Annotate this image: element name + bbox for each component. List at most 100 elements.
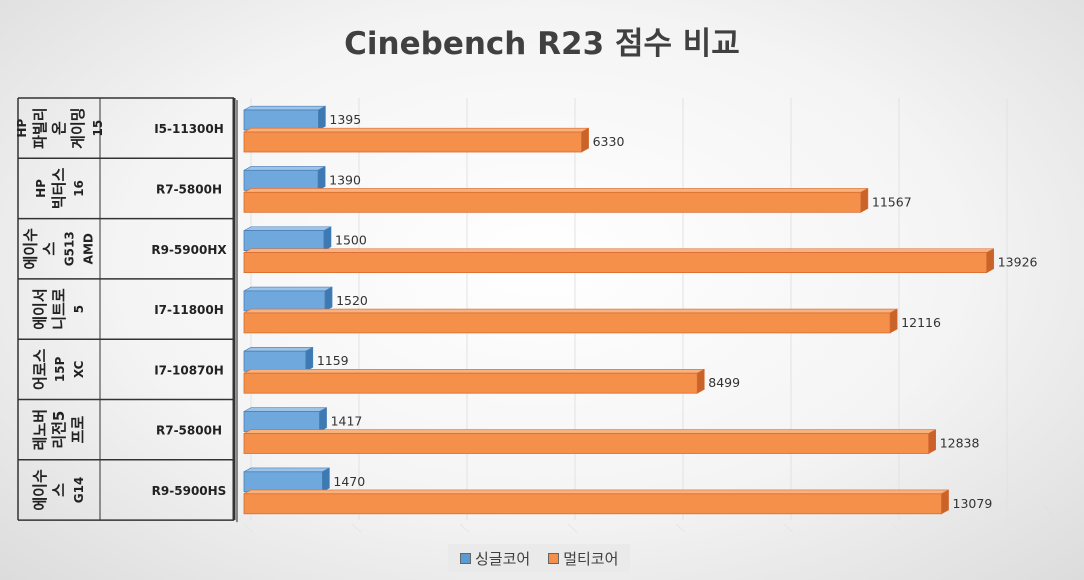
multi-core-bar-top — [243, 369, 705, 374]
gridline-floor — [999, 523, 1010, 533]
gridline-floor — [783, 523, 794, 533]
gridline-floor — [675, 523, 686, 533]
cpu-label: I7-10870H — [154, 363, 224, 377]
single-core-bar-side — [323, 226, 332, 252]
multi-core-bar — [243, 131, 583, 153]
product-label: 에이수 — [31, 469, 49, 511]
single-core-bar-top — [243, 226, 332, 231]
single-core-value-label: 1159 — [317, 353, 349, 368]
multi-core-value-label: 8499 — [708, 375, 740, 390]
single-core-bar — [243, 169, 319, 191]
cpu-label: I5-11300H — [154, 122, 224, 136]
product-label: 리전5 — [50, 411, 68, 449]
product-label: 에이서 — [31, 288, 49, 329]
chart-title: Cinebench R23 점수 비교 — [344, 26, 740, 62]
single-core-bar-side — [317, 165, 326, 191]
gridline-floor — [243, 523, 254, 533]
product-label: 프로 — [69, 416, 87, 444]
legend-label-single: 싱글코어 — [475, 549, 531, 568]
cpu-label: I7-11800H — [154, 303, 224, 317]
product-label: 니트로 — [50, 288, 68, 330]
product-label: 온 — [50, 121, 68, 135]
product-label: G513 — [63, 231, 77, 266]
product-label: 15P — [53, 356, 67, 382]
single-core-bar-top — [243, 166, 326, 171]
multi-core-bar — [243, 191, 862, 213]
gridline-floor — [351, 523, 362, 533]
multi-core-bar-side — [986, 248, 995, 274]
single-core-value-label: 1500 — [335, 233, 367, 248]
product-label: 빅터스 — [50, 168, 68, 210]
legend-swatch-multi — [548, 552, 560, 564]
single-core-value-label: 1520 — [336, 293, 368, 308]
cpu-label: R9-5900HX — [151, 243, 227, 257]
multi-core-bar-top — [243, 188, 869, 193]
multi-core-value-label: 6330 — [593, 134, 625, 149]
chart-legend: 싱글코어 멀티코어 — [448, 544, 631, 572]
multi-core-bar-side — [860, 187, 869, 213]
gridline-floor — [459, 523, 470, 533]
cpu-label: R7-5800H — [156, 424, 222, 438]
product-label: 스 — [41, 242, 59, 256]
product-label: 파빌리 — [31, 107, 49, 148]
multi-core-bar — [243, 312, 891, 334]
single-core-bar-side — [319, 407, 327, 433]
legend-item-multi: 멀티코어 — [548, 548, 618, 569]
multi-core-value-label: 11567 — [872, 194, 912, 209]
multi-core-bar-side — [696, 368, 705, 394]
multi-core-bar-top — [243, 489, 949, 495]
single-core-bar-side — [324, 286, 333, 312]
multi-core-bar — [243, 493, 942, 515]
multi-core-bar-side — [889, 308, 898, 334]
multi-core-bar-top — [243, 308, 898, 314]
single-core-value-label: 1470 — [333, 474, 365, 489]
single-core-bar-side — [322, 467, 330, 493]
single-core-bar-top — [243, 407, 327, 412]
floor-edge — [1043, 504, 1057, 521]
single-core-bar — [243, 290, 326, 312]
product-label: HP — [34, 179, 48, 198]
multi-core-bar-side — [581, 127, 589, 153]
product-label: 게이밍 — [69, 107, 87, 148]
multi-core-bar-top — [243, 248, 994, 253]
product-label: 에이수 — [22, 228, 40, 270]
multi-core-value-label: 12838 — [940, 436, 980, 451]
cpu-label: R9-5900HS — [152, 484, 227, 498]
product-label: 스 — [50, 483, 68, 497]
single-core-bar — [243, 471, 323, 493]
single-core-bar — [243, 230, 325, 252]
single-core-bar-side — [305, 346, 314, 372]
product-label-group: 에이서 니트로 5 — [31, 288, 86, 330]
product-label-group: 어로스 15P XC — [31, 348, 86, 390]
product-label-group: HP 파빌리 온 게이밍 15 — [15, 107, 105, 148]
multi-core-bar — [243, 252, 988, 274]
multi-core-bar-top — [243, 127, 589, 133]
multi-core-bar — [243, 433, 930, 454]
product-label: 16 — [72, 180, 86, 197]
single-core-bar-top — [243, 467, 330, 473]
legend-swatch-single — [460, 552, 471, 564]
product-label-group: 에이수 스 G513 AMD — [22, 228, 96, 270]
single-core-bar — [243, 350, 307, 372]
single-core-bar-top — [243, 105, 326, 111]
multi-core-value-label: 13079 — [953, 496, 993, 511]
legend-item-single: 싱글코어 — [460, 548, 530, 569]
product-label: AMD — [82, 233, 96, 264]
single-core-bar-side — [318, 105, 326, 131]
product-label: 어로스 — [31, 348, 49, 390]
legend-label-multi: 멀티코어 — [563, 549, 619, 568]
single-core-value-label: 1395 — [329, 112, 361, 127]
multi-core-bar — [243, 372, 698, 394]
product-label-group: HP 빅터스 16 — [34, 168, 86, 210]
product-label: 레노버 — [31, 409, 49, 450]
product-label-group: 레노버 리전5 프로 — [31, 409, 87, 450]
single-core-value-label: 1417 — [331, 414, 363, 429]
cpu-label: R7-5800H — [156, 182, 222, 196]
multi-core-value-label: 13926 — [998, 255, 1038, 270]
multi-core-bar-side — [928, 429, 936, 455]
product-label: G14 — [72, 477, 86, 504]
gridline-floor — [567, 523, 578, 533]
product-label: 5 — [72, 305, 86, 313]
multi-core-bar-top — [243, 429, 936, 434]
